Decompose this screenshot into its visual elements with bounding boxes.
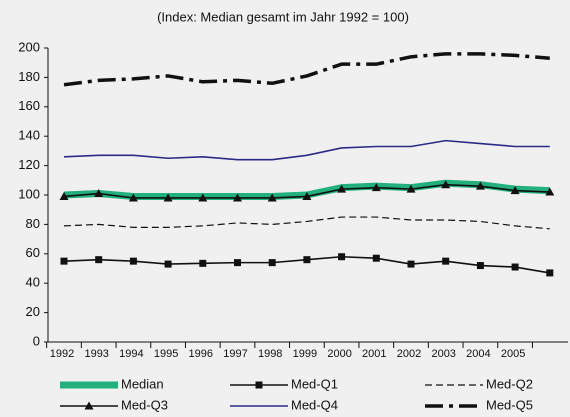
point (268, 259, 276, 267)
y-tick-label: 180 (18, 69, 40, 84)
x-tick-label: 1994 (119, 348, 143, 360)
x-tick-label: 2004 (466, 348, 490, 360)
point (406, 184, 416, 193)
point (337, 184, 347, 193)
point (198, 193, 208, 202)
point (302, 191, 312, 200)
point (267, 193, 277, 202)
point (475, 181, 485, 190)
x-tick-label: 1996 (189, 348, 213, 360)
point (303, 256, 311, 264)
point (372, 254, 380, 262)
point (163, 193, 173, 202)
y-tick-label: 80 (26, 216, 40, 231)
legend-label: Median (121, 376, 164, 391)
point (59, 191, 69, 200)
series-line (63, 52, 550, 87)
x-tick-label: 2001 (362, 348, 386, 360)
point (128, 193, 138, 202)
y-tick-label: 60 (26, 245, 40, 260)
point (371, 183, 381, 192)
point (338, 253, 346, 261)
legend-label: Med-Q3 (121, 397, 168, 412)
point (441, 180, 451, 189)
y-tick-label: 200 (18, 39, 40, 54)
point (476, 262, 484, 270)
point (442, 257, 450, 265)
x-tick-label: 2003 (431, 348, 455, 360)
legend-marker (84, 401, 94, 410)
legend-label: Med-Q5 (486, 397, 533, 412)
chart-title: (Index: Median gesamt im Jahr 1992 = 100… (157, 9, 409, 24)
point (546, 269, 554, 277)
point (129, 257, 137, 265)
x-tick-label: 2000 (327, 348, 351, 360)
x-tick-label: 1998 (258, 348, 282, 360)
point (95, 256, 103, 264)
series-line (63, 216, 550, 230)
y-tick-label: 0 (33, 333, 40, 348)
x-tick-label: 2005 (501, 348, 525, 360)
legend-label: Med-Q1 (291, 376, 338, 391)
legend-marker (255, 381, 263, 389)
point (510, 186, 520, 195)
x-tick-label: 1997 (223, 348, 247, 360)
y-tick-label: 100 (18, 186, 40, 201)
series-line (63, 139, 550, 161)
y-tick-label: 20 (26, 304, 40, 319)
point (60, 257, 68, 265)
point (164, 260, 172, 268)
point (233, 193, 242, 202)
point (234, 259, 241, 267)
y-tick-label: 160 (18, 98, 40, 113)
x-tick-label: 1992 (50, 348, 74, 360)
x-tick-label: 1995 (154, 348, 178, 360)
legend-label: Med-Q4 (291, 397, 338, 412)
y-tick-label: 140 (18, 128, 40, 143)
legend-label: Med-Q2 (486, 376, 533, 391)
point (511, 263, 519, 271)
x-tick-label: 1993 (84, 348, 108, 360)
y-tick-label: 120 (18, 157, 40, 172)
x-tick-label: 1999 (293, 348, 317, 360)
x-tick-label: 2002 (397, 348, 421, 360)
point (199, 259, 207, 267)
y-tick-label: 40 (26, 275, 40, 290)
point (407, 260, 415, 268)
point (545, 187, 555, 196)
point (94, 189, 104, 198)
